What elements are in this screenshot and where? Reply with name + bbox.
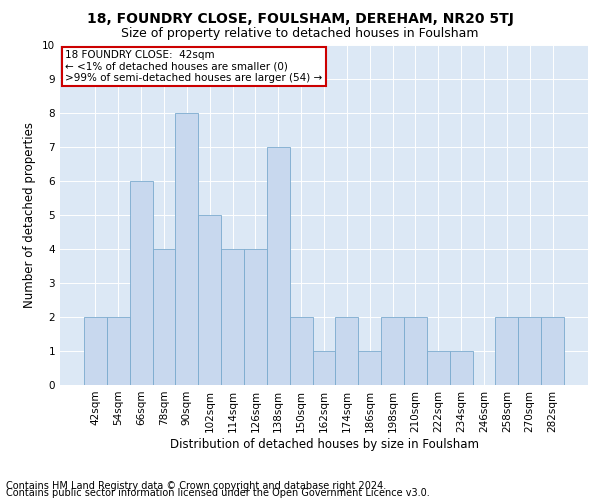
Bar (496, 317, 518, 385)
Bar (198, 215, 221, 385)
Bar (427, 351, 450, 385)
Bar (84, 317, 107, 385)
Bar (267, 147, 290, 385)
Text: Contains HM Land Registry data © Crown copyright and database right 2024.: Contains HM Land Registry data © Crown c… (6, 481, 386, 491)
Bar (175, 113, 198, 385)
Bar (518, 317, 541, 385)
Text: Size of property relative to detached houses in Foulsham: Size of property relative to detached ho… (121, 28, 479, 40)
Bar (381, 317, 404, 385)
Y-axis label: Number of detached properties: Number of detached properties (23, 122, 37, 308)
Bar (541, 317, 564, 385)
Bar (221, 249, 244, 385)
Bar (290, 317, 313, 385)
Text: Contains public sector information licensed under the Open Government Licence v3: Contains public sector information licen… (6, 488, 430, 498)
Bar (107, 317, 130, 385)
Bar (130, 181, 152, 385)
Bar (358, 351, 381, 385)
Bar (152, 249, 175, 385)
Bar (450, 351, 473, 385)
Bar (244, 249, 267, 385)
Text: 18 FOUNDRY CLOSE:  42sqm
← <1% of detached houses are smaller (0)
>99% of semi-d: 18 FOUNDRY CLOSE: 42sqm ← <1% of detache… (65, 50, 323, 84)
Bar (335, 317, 358, 385)
Text: 18, FOUNDRY CLOSE, FOULSHAM, DEREHAM, NR20 5TJ: 18, FOUNDRY CLOSE, FOULSHAM, DEREHAM, NR… (86, 12, 514, 26)
X-axis label: Distribution of detached houses by size in Foulsham: Distribution of detached houses by size … (170, 438, 479, 450)
Bar (313, 351, 335, 385)
Bar (404, 317, 427, 385)
